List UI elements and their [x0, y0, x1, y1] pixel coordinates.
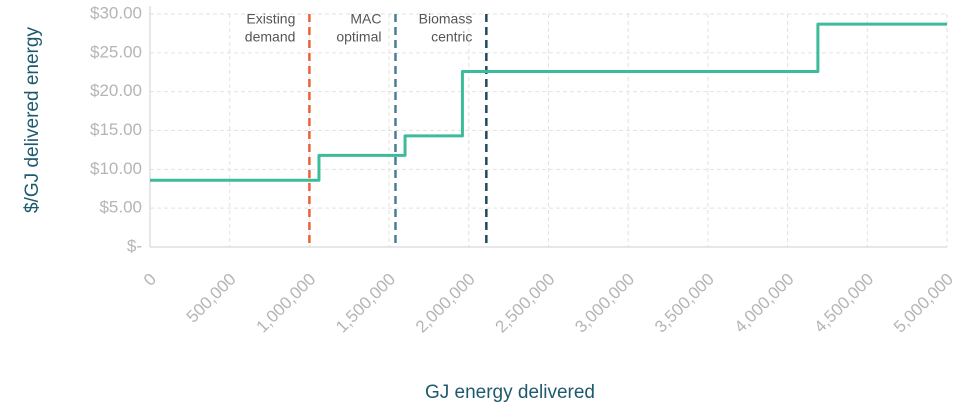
y-tick-label: $25.00: [90, 42, 142, 61]
x-tick-label: 2,500,000: [492, 270, 559, 337]
x-tick-label: 0: [140, 270, 160, 290]
y-tick-label: $15.00: [90, 120, 142, 139]
annotation: optimal: [336, 29, 381, 45]
y-tick-label: $30.00: [90, 3, 142, 22]
step-line: [150, 22, 947, 182]
x-tick-label: 2,000,000: [412, 270, 479, 337]
annotation: MAC: [350, 11, 381, 27]
x-tick-label: 1,000,000: [252, 270, 319, 337]
annotation: Biomass: [419, 11, 473, 27]
x-tick-label: 5,000,000: [890, 270, 957, 337]
x-tick-label: 1,500,000: [332, 270, 399, 337]
x-tick-label: 500,000: [183, 270, 240, 327]
x-tick-label: 4,500,000: [810, 270, 877, 337]
x-tick-label: 3,000,000: [571, 270, 638, 337]
y-axis-label: $/GJ delivered energy: [22, 27, 43, 213]
annotation: demand: [245, 29, 296, 45]
y-tick-label: $5.00: [99, 198, 142, 217]
x-tick-label: 3,500,000: [651, 270, 718, 337]
annotation: Existing: [246, 11, 295, 27]
y-tick-label: $-: [127, 236, 142, 255]
y-tick-label: $20.00: [90, 81, 142, 100]
annotation: centric: [431, 29, 472, 45]
x-axis-label: GJ energy delivered: [425, 382, 595, 403]
y-tick-label: $10.00: [90, 159, 142, 178]
x-tick-label: 4,000,000: [731, 270, 798, 337]
